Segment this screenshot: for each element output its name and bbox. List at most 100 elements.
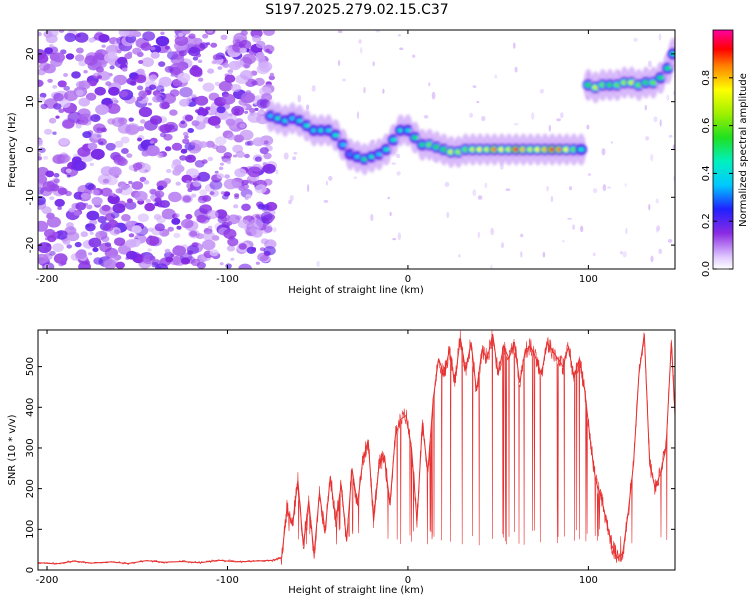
noise-blob	[88, 37, 95, 43]
noise-speck	[307, 184, 310, 193]
noise-blob	[163, 178, 172, 184]
noise-blob	[90, 114, 101, 123]
noise-speck	[645, 136, 649, 141]
noise-blob	[201, 159, 208, 164]
colorbar-tick-label: 0.6	[701, 118, 712, 134]
ridge-core	[325, 128, 332, 133]
noise-blob	[244, 197, 249, 200]
noise-speck	[292, 156, 297, 161]
noise-speck	[625, 227, 628, 235]
noise-blob	[219, 262, 224, 266]
noise-blob	[99, 242, 112, 253]
noise-blob	[161, 208, 176, 220]
noise-blob	[207, 225, 213, 230]
ridge-core	[339, 142, 347, 147]
noise-blob	[197, 59, 203, 64]
noise-blob	[85, 223, 91, 228]
noise-blob	[231, 105, 245, 116]
noise-blob	[142, 31, 156, 41]
noise-speck	[428, 82, 431, 87]
noise-blob	[209, 180, 223, 190]
noise-blob	[105, 81, 112, 87]
snr-ytick-label: 500	[25, 357, 36, 376]
noise-blob	[263, 152, 272, 160]
noise-speck	[550, 195, 554, 203]
noise-blob	[128, 180, 133, 185]
noise-blob	[128, 117, 134, 122]
noise-blob	[199, 189, 208, 196]
noise-speck	[514, 66, 518, 73]
noise-blob	[230, 84, 242, 92]
noise-speck	[370, 213, 374, 222]
snr-ytick-label: 0	[25, 567, 36, 573]
noise-blob	[118, 184, 133, 196]
noise-blob	[136, 96, 143, 102]
noise-blob	[75, 80, 86, 89]
noise-blob	[172, 79, 182, 87]
noise-blob	[38, 138, 43, 145]
noise-blob	[59, 137, 69, 146]
ridge-core	[303, 123, 311, 128]
noise-blob	[101, 44, 106, 48]
noise-blob	[75, 123, 82, 129]
noise-blob	[149, 188, 157, 195]
noise-speck	[458, 254, 461, 258]
noise-speck	[531, 112, 535, 120]
noise-speck	[382, 88, 385, 94]
snr-ticks: -200 -100 0 100 0 100 200 300 400 500	[25, 330, 675, 586]
noise-blob	[188, 33, 196, 39]
noise-blob	[127, 51, 133, 56]
noise-blob	[216, 106, 226, 114]
noise-blob	[144, 202, 156, 212]
noise-blob	[134, 191, 148, 202]
noise-blob	[139, 176, 147, 182]
noise-blob	[64, 32, 77, 43]
noise-blob	[186, 245, 200, 255]
noise-speck	[513, 123, 519, 126]
noise-blob	[53, 178, 60, 183]
noise-blob	[251, 80, 258, 86]
noise-blob	[214, 81, 221, 86]
spectrogram-xtick-label: 100	[579, 274, 598, 285]
noise-speck	[363, 86, 366, 94]
spectrogram-ytick-label: -10	[25, 189, 36, 205]
noise-blob	[239, 47, 247, 54]
noise-blob	[212, 54, 221, 61]
noise-blob	[218, 166, 224, 171]
noise-blob	[179, 87, 193, 98]
noise-blob	[138, 60, 144, 64]
noise-blob	[48, 44, 54, 48]
noise-blob	[195, 109, 200, 113]
ridge-core	[332, 133, 339, 138]
noise-blob	[124, 220, 135, 229]
noise-blob	[184, 114, 194, 122]
noise-blob	[49, 184, 60, 192]
noise-blob	[159, 101, 170, 110]
noise-blob	[193, 37, 203, 45]
noise-blob	[260, 238, 269, 245]
noise-blob	[136, 86, 142, 90]
noise-blob	[245, 227, 257, 237]
noise-blob	[106, 103, 121, 114]
noise-blob	[65, 168, 72, 174]
noise-blob	[261, 204, 270, 211]
noise-blob	[44, 98, 58, 109]
noise-speck	[569, 186, 572, 191]
noise-blob	[148, 74, 158, 81]
noise-blob	[74, 241, 82, 248]
noise-blob	[78, 97, 90, 107]
noise-blob	[143, 180, 150, 185]
chart-title: S197.2025.279.02.15.C37	[265, 2, 448, 18]
noise-blob	[202, 195, 212, 202]
noise-blob	[85, 182, 95, 190]
spectrogram-ytick-label: 0	[25, 146, 36, 152]
noise-blob	[170, 73, 176, 77]
noise-blob	[244, 153, 250, 159]
noise-blob	[141, 252, 146, 256]
noise-blob	[113, 74, 128, 86]
noise-blob	[102, 178, 109, 184]
noise-blob	[263, 246, 276, 256]
